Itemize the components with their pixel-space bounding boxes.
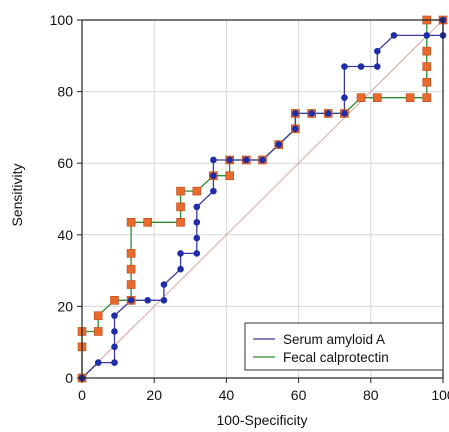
serum-amyloid-a-point <box>373 63 381 70</box>
serum-amyloid-a-point <box>341 63 348 70</box>
fecal-calprotectin-point <box>176 186 185 196</box>
y-tick-label: 20 <box>57 298 73 314</box>
serum-amyloid-a-point <box>390 32 398 39</box>
plot-border <box>81 19 444 379</box>
fecal-calprotectin-point <box>356 93 366 102</box>
x-axis-title: 100-Specificity <box>216 412 307 428</box>
y-tick-label: 60 <box>57 155 73 171</box>
serum-amyloid-a-point <box>210 156 217 164</box>
serum-amyloid-a-point <box>341 94 348 101</box>
serum-amyloid-a-point <box>292 125 299 133</box>
x-tick-label: 80 <box>363 387 379 403</box>
axis-ticks: 0 20 40 60 80 100 0 20 40 60 80 100 <box>50 12 449 403</box>
serum-amyloid-a-point <box>308 110 315 117</box>
serum-amyloid-a-point <box>144 297 152 304</box>
x-tick-label: 60 <box>291 387 307 403</box>
fecal-calprotectin-point <box>192 186 202 196</box>
serum-amyloid-a-point <box>160 297 168 304</box>
fecal-calprotectin-point <box>93 311 103 321</box>
serum-amyloid-a-point <box>292 110 299 117</box>
fecal-calprotectin-point <box>422 46 432 56</box>
serum-amyloid-a-point <box>324 110 332 117</box>
serum-amyloid-a-point <box>226 156 233 164</box>
legend-label-fecal-calprotectin: Fecal calprotectin <box>283 350 389 365</box>
serum-amyloid-a-point <box>160 281 168 288</box>
legend-box <box>244 322 444 371</box>
fecal-calprotectin-point <box>422 77 432 87</box>
serum-amyloid-a-point <box>210 187 217 195</box>
fecal-calprotectin-point <box>422 62 432 71</box>
y-tick-label: 100 <box>50 12 74 28</box>
x-tick-label: 100 <box>431 387 449 403</box>
fecal-calprotectin-point <box>126 280 136 289</box>
serum-amyloid-a-point <box>341 110 348 117</box>
plot-frame <box>81 19 444 379</box>
serum-amyloid-a-point <box>210 172 217 180</box>
fecal-calprotectin-point <box>93 327 103 336</box>
fecal-calprotectin-point <box>126 217 136 227</box>
serum-amyloid-a-point <box>193 218 201 226</box>
serum-amyloid-a-point <box>177 265 184 273</box>
legend: Serum amyloid A Fecal calprotectin <box>244 322 444 371</box>
serum-amyloid-a-point <box>94 359 102 366</box>
x-tick-label: 40 <box>219 387 235 403</box>
serum-amyloid-a-point <box>111 359 118 366</box>
serum-amyloid-a-point <box>193 250 201 257</box>
fecal-calprotectin-point <box>372 93 382 102</box>
diagonal-reference-line <box>81 19 444 379</box>
fecal-calprotectin-point <box>143 217 153 227</box>
legend-label-serum-amyloid-a: Serum amyloid A <box>283 332 385 347</box>
x-tick-label: 20 <box>146 387 162 403</box>
serum-amyloid-a-point <box>127 297 135 304</box>
serum-amyloid-a-point <box>111 328 118 335</box>
fecal-calprotectin-point <box>225 171 234 181</box>
fecal-calprotectin-point <box>176 202 185 212</box>
serum-amyloid-a-point <box>177 250 184 257</box>
fecal-calprotectin-point <box>110 296 119 305</box>
x-tick-label: 0 <box>78 387 86 403</box>
fecal-calprotectin-point <box>126 264 136 274</box>
serum-amyloid-a-point <box>111 343 118 351</box>
serum-amyloid-a-point <box>423 32 431 39</box>
serum-amyloid-a-point <box>259 156 266 164</box>
series-markers <box>77 15 448 383</box>
serum-amyloid-a-point <box>373 47 381 55</box>
fecal-calprotectin-point <box>405 93 415 102</box>
y-axis-title: Sensitivity <box>9 163 25 226</box>
y-tick-label: 40 <box>57 227 73 243</box>
reference-line <box>81 19 444 379</box>
serum-amyloid-a-point <box>193 234 201 242</box>
fecal-calprotectin-point <box>126 249 136 258</box>
fecal-calprotectin-point <box>176 217 185 227</box>
y-tick-label: 0 <box>65 370 73 386</box>
serum-amyloid-a-point <box>242 156 250 164</box>
y-tick-label: 80 <box>57 84 73 100</box>
fecal-calprotectin-point <box>422 93 432 102</box>
serum-amyloid-a-point <box>275 141 283 148</box>
serum-amyloid-a-point <box>111 312 118 320</box>
serum-amyloid-a-point <box>193 203 201 211</box>
serum-amyloid-a-point <box>357 63 365 70</box>
